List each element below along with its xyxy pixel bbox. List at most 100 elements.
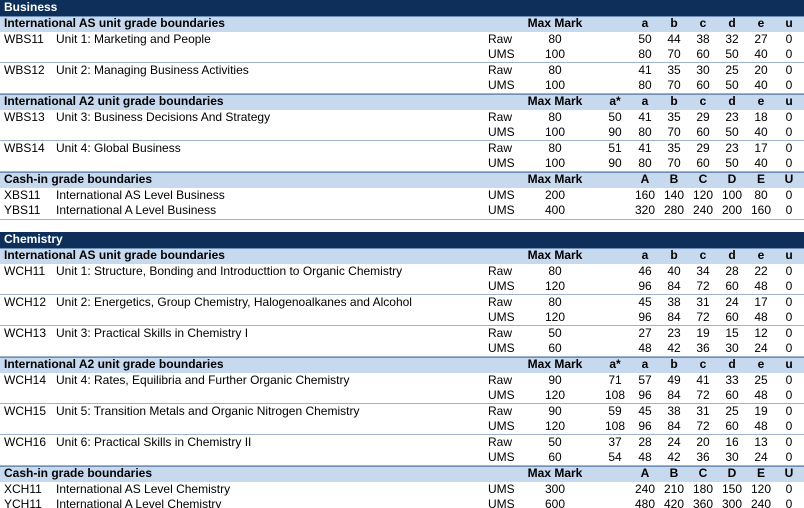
grade-boundary: 80 xyxy=(638,156,652,170)
unit-name: Unit 5: Transition Metals and Organic Ni… xyxy=(56,404,360,418)
grade-boundary: 160 xyxy=(750,203,772,217)
grade-boundary: 30 xyxy=(696,63,710,77)
grade-header: C xyxy=(698,172,708,186)
grade-boundary: 41 xyxy=(638,110,652,124)
grade-boundary: 27 xyxy=(638,326,652,340)
grade-boundary: 48 xyxy=(754,388,768,402)
max-header: Max Mark xyxy=(527,248,583,262)
grade-boundary: 72 xyxy=(696,279,710,293)
grade-boundary: 20 xyxy=(696,435,710,449)
grade-boundary: 28 xyxy=(725,264,739,278)
grade-boundary: 35 xyxy=(667,141,681,155)
unit-name: Unit 4: Rates, Equilibria and Further Or… xyxy=(56,373,350,387)
grade-boundary: 37 xyxy=(608,435,622,449)
grade-boundary: 25 xyxy=(754,373,768,387)
grade-boundary: 38 xyxy=(667,404,681,418)
unit-name: Unit 2: Energetics, Group Chemistry, Hal… xyxy=(56,295,412,309)
grade-boundary: 31 xyxy=(696,404,710,418)
group-header-bar xyxy=(0,248,804,264)
grade-boundary: 48 xyxy=(754,279,768,293)
grade-boundary: 0 xyxy=(785,47,793,61)
mark-type: UMS xyxy=(488,482,515,496)
grade-boundary: 29 xyxy=(696,141,710,155)
grade-boundary: 0 xyxy=(785,188,793,202)
grade-header: c xyxy=(699,357,707,371)
grade-header: A xyxy=(640,172,650,186)
grade-boundary: 300 xyxy=(721,497,743,508)
unit-name: International A Level Business xyxy=(56,203,217,217)
grade-header: D xyxy=(727,466,737,480)
max-mark: 120 xyxy=(544,279,566,293)
grade-boundary: 0 xyxy=(785,125,793,139)
max-mark: 80 xyxy=(548,110,562,124)
section-end xyxy=(0,219,804,220)
max-mark: 600 xyxy=(544,497,566,508)
max-mark: 80 xyxy=(548,295,562,309)
grade-boundary: 80 xyxy=(754,188,768,202)
grade-boundary: 48 xyxy=(638,341,652,355)
unit-name: Unit 1: Marketing and People xyxy=(56,32,211,46)
grade-boundary: 0 xyxy=(785,141,793,155)
grade-boundary: 240 xyxy=(634,482,656,496)
group-title: International AS unit grade boundaries xyxy=(4,248,225,262)
grade-boundary: 25 xyxy=(725,63,739,77)
mark-type: UMS xyxy=(488,203,515,217)
grade-boundary: 0 xyxy=(785,32,793,46)
unit-name: International AS Level Business xyxy=(56,188,225,202)
code: WBS11 xyxy=(4,32,44,46)
max-header: Max Mark xyxy=(527,357,583,371)
section-title: Chemistry xyxy=(4,232,63,246)
grade-boundary: 15 xyxy=(725,326,739,340)
grade-boundary: 38 xyxy=(667,295,681,309)
mark-type: UMS xyxy=(488,310,515,324)
grade-boundary: 84 xyxy=(667,310,681,324)
grade-boundary: 24 xyxy=(754,450,768,464)
grade-boundary: 42 xyxy=(667,450,681,464)
grade-boundary: 25 xyxy=(725,404,739,418)
grade-boundary: 30 xyxy=(725,341,739,355)
grade-boundary: 150 xyxy=(721,482,743,496)
grade-boundary: 0 xyxy=(785,310,793,324)
grade-boundary: 41 xyxy=(696,373,710,387)
section-title: Business xyxy=(4,0,58,14)
grade-boundary: 60 xyxy=(725,388,739,402)
grade-boundary: 70 xyxy=(667,47,681,61)
grade-boundary: 23 xyxy=(725,110,739,124)
grade-boundary: 0 xyxy=(785,435,793,449)
grade-header: e xyxy=(757,16,765,30)
row-separator xyxy=(0,140,804,141)
grade-boundary: 280 xyxy=(663,203,685,217)
grade-boundary: 29 xyxy=(696,110,710,124)
group-title: International AS unit grade boundaries xyxy=(4,16,225,30)
mark-type: UMS xyxy=(488,388,515,402)
mark-type: Raw xyxy=(488,110,513,124)
group-title: International A2 unit grade boundaries xyxy=(4,357,224,371)
grade-boundary: 0 xyxy=(785,404,793,418)
mark-type: Raw xyxy=(488,264,513,278)
grade-boundary: 0 xyxy=(785,341,793,355)
grade-boundary: 36 xyxy=(696,450,710,464)
grade-boundary: 0 xyxy=(785,419,793,433)
grade-boundary: 57 xyxy=(638,373,652,387)
grade-header: A xyxy=(640,466,650,480)
grade-boundary: 48 xyxy=(754,310,768,324)
grade-header: D xyxy=(727,172,737,186)
row-separator xyxy=(0,171,804,172)
grade-boundary: 51 xyxy=(608,141,622,155)
grade-header: u xyxy=(785,16,793,30)
max-mark: 90 xyxy=(548,404,562,418)
grade-header: a xyxy=(641,357,649,371)
grade-header: a* xyxy=(609,357,621,371)
grade-boundary: 70 xyxy=(667,78,681,92)
row-separator xyxy=(0,434,804,435)
grade-boundary: 32 xyxy=(725,32,739,46)
max-mark: 80 xyxy=(548,32,562,46)
grade-boundary: 0 xyxy=(785,326,793,340)
grade-header: B xyxy=(669,466,679,480)
grade-boundary: 120 xyxy=(692,188,714,202)
grade-boundary: 120 xyxy=(750,482,772,496)
grade-header: e xyxy=(757,357,765,371)
unit-name: International A Level Chemistry xyxy=(56,497,222,508)
code: YBS11 xyxy=(4,203,41,217)
row-separator xyxy=(0,294,804,295)
